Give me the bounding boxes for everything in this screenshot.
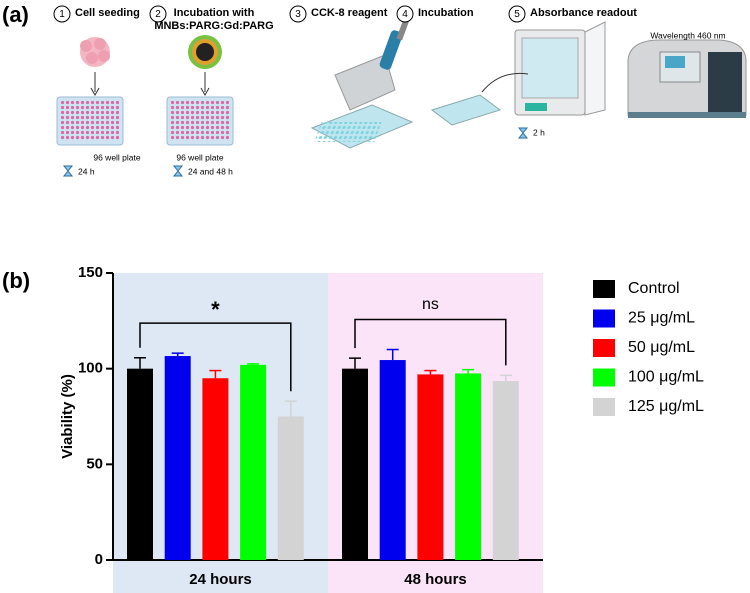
y-tick-label: 0 bbox=[95, 551, 103, 568]
y-axis-label: Viability (%) bbox=[59, 374, 76, 459]
hourglass bbox=[62, 165, 74, 177]
legend-label: 50 μg/mL bbox=[628, 339, 695, 356]
cell-cluster bbox=[80, 37, 110, 67]
legend-label: 125 μg/mL bbox=[628, 398, 704, 415]
step-note: Wavelength 460 nm bbox=[650, 30, 725, 40]
legend-swatch bbox=[593, 309, 615, 328]
hourglass bbox=[172, 165, 184, 177]
workflow-schematic bbox=[56, 17, 747, 177]
step-number: 4 bbox=[402, 9, 408, 20]
step-note: 24 and 48 h bbox=[188, 166, 233, 176]
step-title: Incubation with bbox=[174, 7, 255, 19]
step-title: Cell seeding bbox=[75, 7, 140, 19]
bar bbox=[240, 364, 267, 560]
step-number: 5 bbox=[514, 9, 520, 20]
multichannel-pipette bbox=[310, 17, 414, 149]
nanoparticle bbox=[188, 35, 222, 69]
panel-label: (a) bbox=[2, 2, 29, 27]
wells bbox=[171, 101, 229, 141]
bar bbox=[202, 378, 229, 560]
y-tick-label: 100 bbox=[78, 360, 103, 377]
step-title: MNBs:PARG:Gd:PARG bbox=[154, 20, 273, 32]
bar bbox=[455, 373, 482, 560]
hourglass bbox=[517, 127, 529, 139]
bar bbox=[127, 368, 153, 560]
plate-reader bbox=[627, 39, 747, 118]
legend-swatch bbox=[593, 339, 615, 357]
step-note: 24 h bbox=[78, 166, 95, 176]
step-number: 3 bbox=[295, 9, 301, 20]
bar bbox=[277, 416, 304, 560]
bar bbox=[164, 356, 191, 560]
panel-label: (b) bbox=[2, 268, 30, 293]
bar bbox=[492, 381, 519, 560]
step-number: 2 bbox=[155, 9, 161, 20]
legend-swatch bbox=[593, 368, 615, 387]
step-circle bbox=[149, 5, 167, 23]
arrow-head bbox=[200, 87, 210, 97]
legend-label: Control bbox=[628, 280, 680, 297]
arrow-head bbox=[90, 87, 100, 97]
step-circle bbox=[53, 5, 71, 23]
bar bbox=[379, 360, 406, 560]
significance-label: ns bbox=[422, 296, 439, 313]
significance-label: * bbox=[211, 297, 220, 322]
step-circle bbox=[508, 5, 526, 23]
bar bbox=[342, 368, 368, 560]
bar bbox=[417, 374, 444, 560]
step-circle bbox=[289, 5, 307, 23]
x-tick-label: 24 hours bbox=[189, 571, 252, 588]
y-tick-label: 150 bbox=[78, 264, 103, 281]
step-title: CCK-8 reagent bbox=[311, 7, 388, 19]
step-note: 96 well plate bbox=[176, 152, 224, 162]
step-circle bbox=[396, 5, 414, 23]
significance-bracket bbox=[139, 322, 292, 392]
y-tick-label: 50 bbox=[86, 455, 103, 472]
x-tick-label: 48 hours bbox=[404, 571, 467, 588]
legend-swatch bbox=[593, 398, 615, 416]
wells bbox=[61, 101, 119, 141]
significance-bracket bbox=[354, 318, 507, 366]
step-note: 2 h bbox=[533, 127, 545, 137]
step-number: 1 bbox=[59, 9, 65, 20]
legend-label: 25 μg/mL bbox=[628, 310, 695, 327]
incubator bbox=[430, 21, 606, 126]
step-note: 96 well plate bbox=[93, 152, 141, 162]
step-title: Incubation bbox=[418, 7, 474, 19]
legend-label: 100 μg/mL bbox=[628, 369, 704, 386]
step-title: Absorbance readout bbox=[530, 7, 637, 19]
legend-swatch bbox=[593, 280, 615, 298]
